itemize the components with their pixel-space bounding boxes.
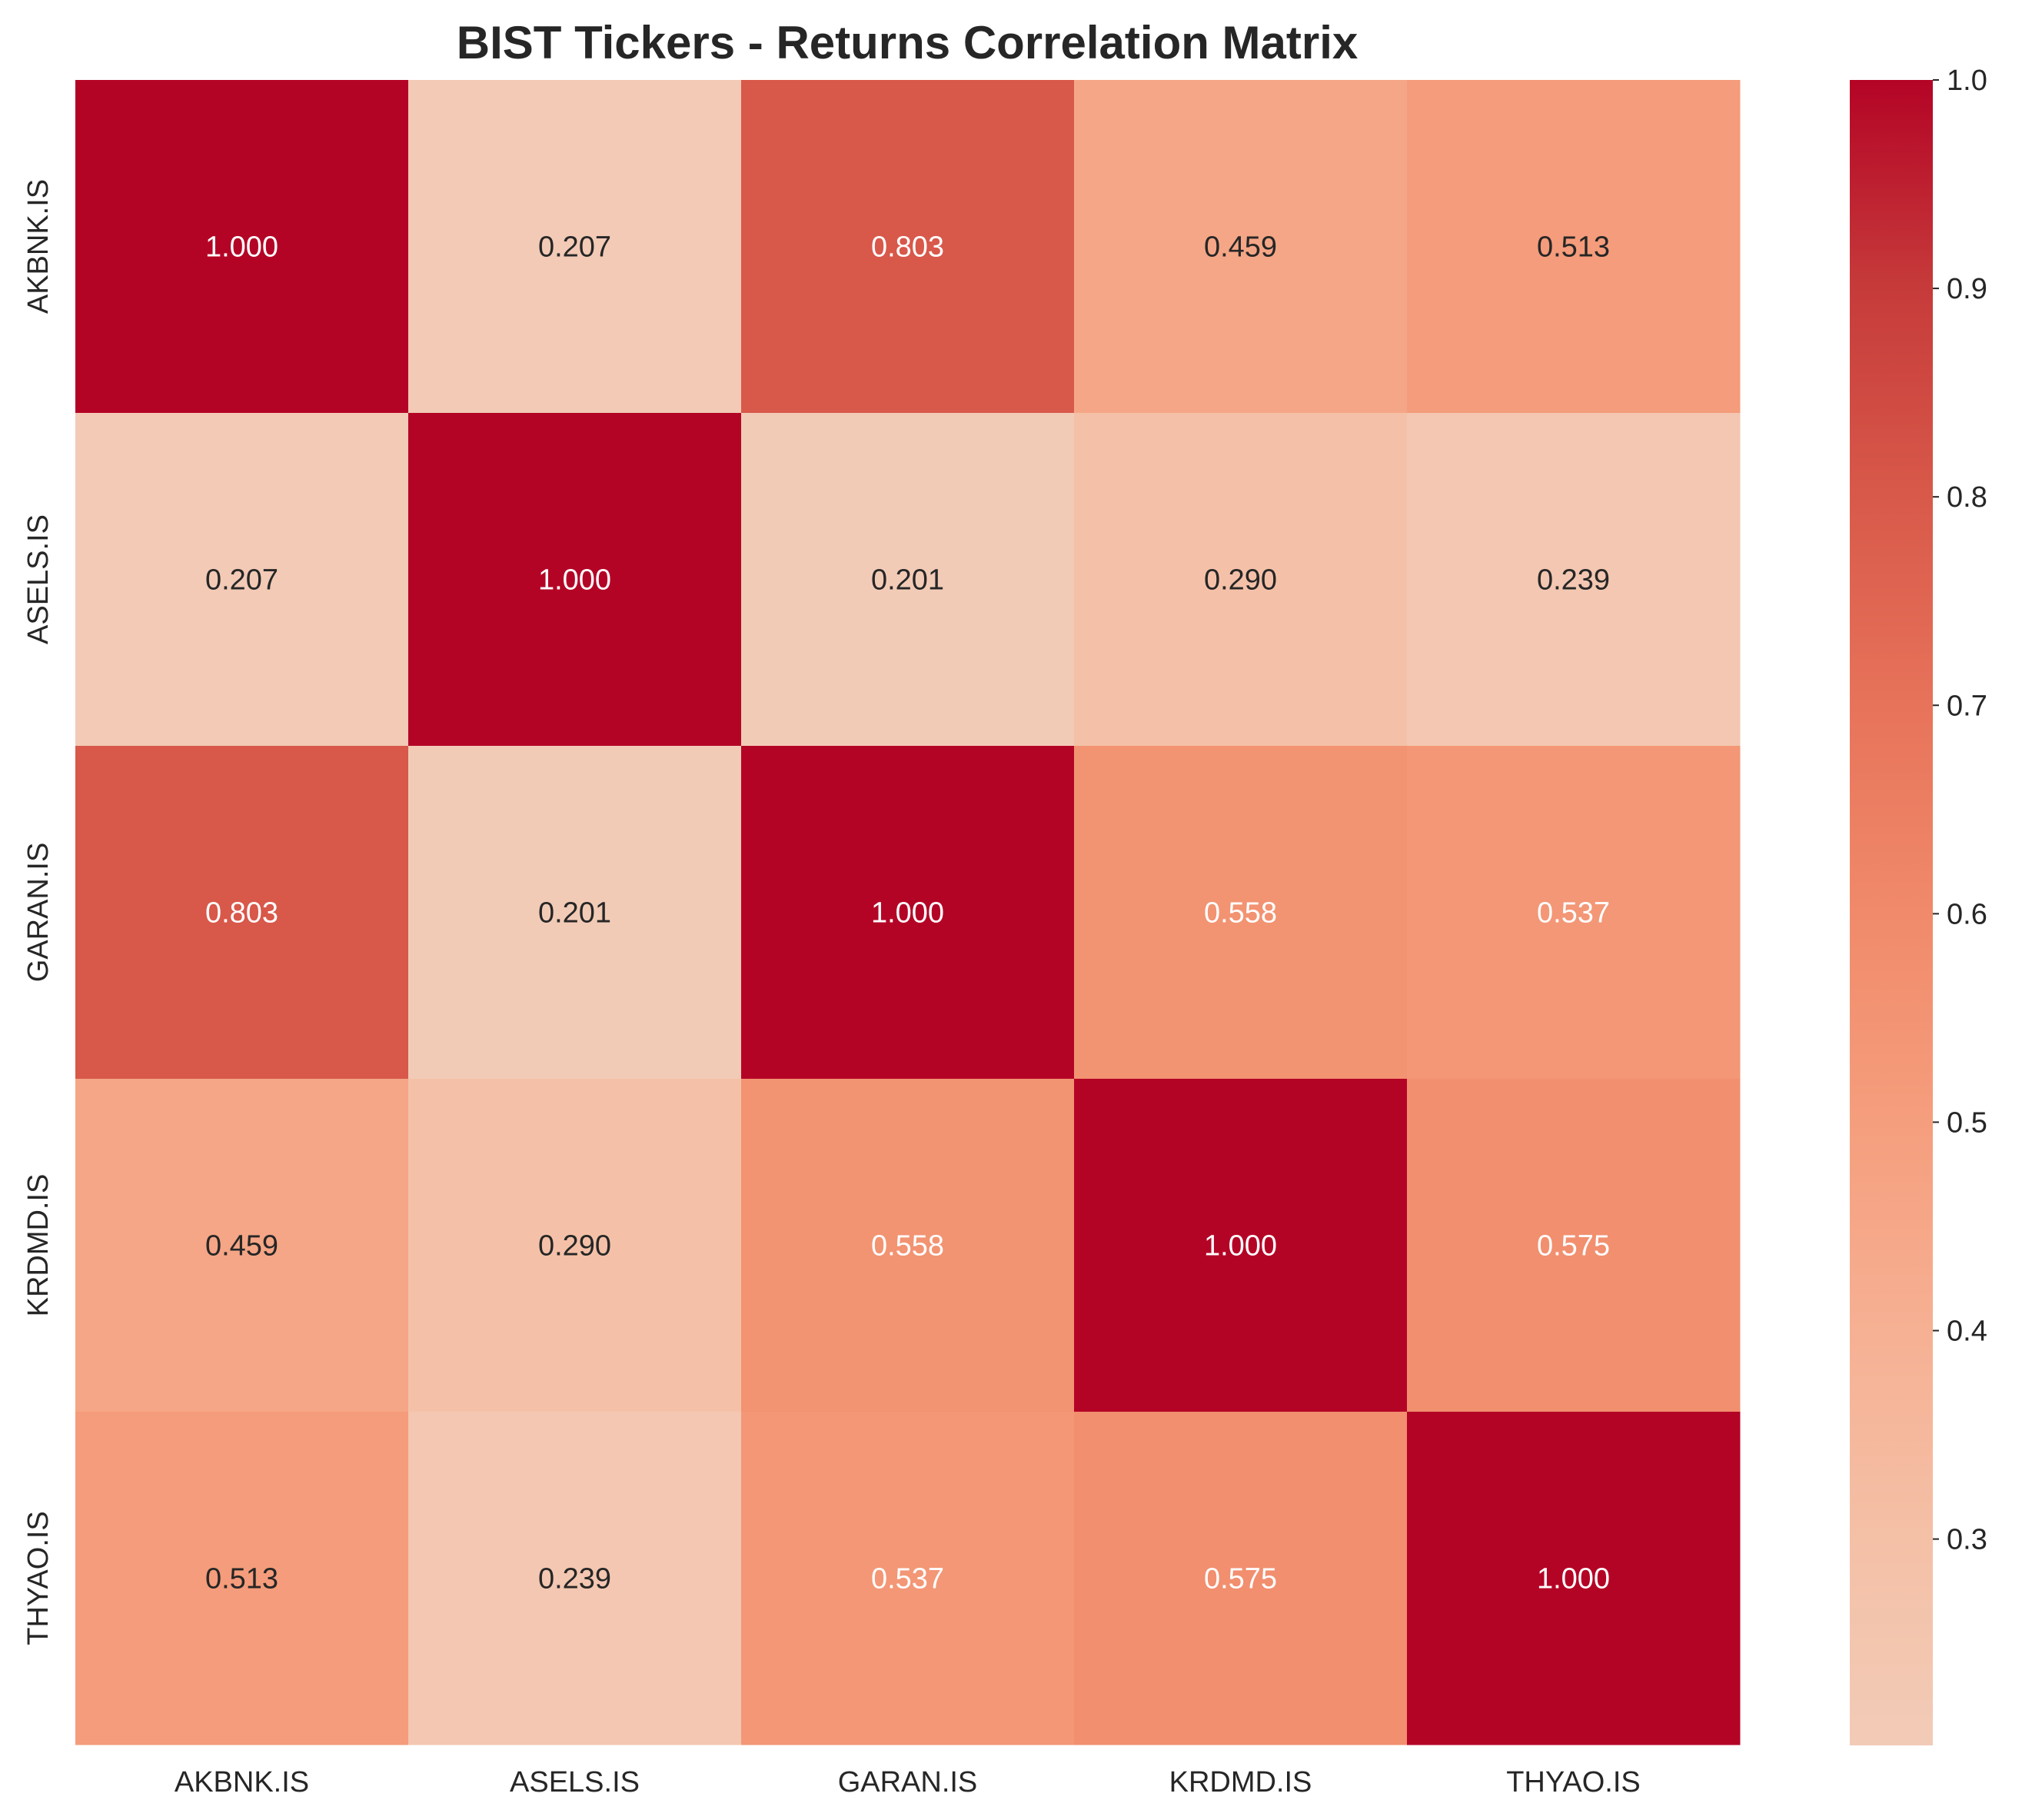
cell-value-label: 1.000 <box>1537 1563 1610 1595</box>
colorbar-tick-label: 0.3 <box>1947 1524 1987 1556</box>
colorbar-gradient <box>1850 80 1933 1745</box>
heatmap-cell <box>408 80 742 414</box>
cell-value-label: 0.513 <box>1537 231 1610 264</box>
heatmap-cell <box>1074 1412 1408 1745</box>
colorbar-tick-label: 0.4 <box>1947 1316 1987 1348</box>
heatmap-cell <box>75 413 409 747</box>
cell-value-label: 0.290 <box>538 1230 611 1263</box>
cell-value-label: 0.537 <box>871 1563 944 1595</box>
heatmap-cell <box>741 1079 1075 1412</box>
x-axis-tick-labels: AKBNK.IS ASELS.IS GARAN.IS KRDMD.IS THYAO.IS <box>175 1766 1641 1798</box>
heatmap-cell <box>408 413 742 747</box>
cell-value-label: 0.558 <box>871 1230 944 1263</box>
y-axis-tick-labels: AKBNK.IS ASELS.IS GARAN.IS KRDMD.IS THYAO.IS <box>22 179 55 1645</box>
y-tick-label: ASELS.IS <box>22 514 55 644</box>
cell-value-label: 0.207 <box>538 231 611 264</box>
heatmap-cell <box>1407 413 1741 747</box>
heatmap-cell <box>408 746 742 1080</box>
cell-value-label: 0.513 <box>205 1563 278 1595</box>
heatmap-cell <box>1074 80 1408 414</box>
heatmap-cell <box>408 1079 742 1412</box>
colorbar-tick-label: 0.5 <box>1947 1106 1987 1139</box>
cell-value-label: 1.000 <box>538 564 611 597</box>
y-tick-label: THYAO.IS <box>22 1511 55 1645</box>
cell-value-label: 0.201 <box>538 897 611 930</box>
x-tick-label: AKBNK.IS <box>175 1766 309 1798</box>
cell-value-label: 0.207 <box>205 564 278 597</box>
heatmap-cell <box>1407 1412 1741 1745</box>
cell-value-label: 1.000 <box>871 897 944 930</box>
cell-value-label: 0.803 <box>871 231 944 264</box>
cell-value-label: 0.201 <box>871 564 944 597</box>
heatmap-cells: 1.000 0.207 0.803 0.459 0.513 0.207 1.000 0.201… <box>75 80 1741 1745</box>
colorbar-tick-label: 0.9 <box>1947 273 1987 305</box>
cell-value-label: 0.239 <box>1537 564 1610 597</box>
cell-value-label: 0.575 <box>1204 1563 1277 1595</box>
cell-value-label: 0.803 <box>205 897 278 930</box>
colorbar-tick-label: 0.8 <box>1947 481 1987 514</box>
cell-value-label: 0.558 <box>1204 897 1277 930</box>
colorbar-tick-label: 1.0 <box>1947 65 1987 97</box>
heatmap-cell <box>1407 80 1741 414</box>
heatmap-cell <box>741 413 1075 747</box>
heatmap-cell <box>741 1412 1075 1745</box>
heatmap-cell <box>1074 413 1408 747</box>
cell-value-label: 0.459 <box>1204 231 1277 264</box>
colorbar-tick-label: 0.7 <box>1947 690 1987 722</box>
colorbar-ticks: 0.3 0.4 0.5 0.6 0.7 0.8 0.9 1.0 <box>1933 65 1987 1556</box>
x-tick-label: ASELS.IS <box>510 1766 640 1798</box>
y-tick-label: GARAN.IS <box>22 843 55 983</box>
cell-value-label: 0.459 <box>205 1230 278 1263</box>
cell-value-label: 0.239 <box>538 1563 611 1595</box>
heatmap-cell <box>1074 1079 1408 1412</box>
heatmap-cell <box>1074 746 1408 1080</box>
x-tick-label: GARAN.IS <box>838 1766 978 1798</box>
heatmap-cell <box>75 1412 409 1745</box>
heatmap-cell <box>75 80 409 414</box>
y-tick-label: KRDMD.IS <box>22 1174 55 1317</box>
x-tick-label: KRDMD.IS <box>1169 1766 1312 1798</box>
chart-title: BIST Tickers - Returns Correlation Matri… <box>457 17 1359 68</box>
cell-value-label: 0.290 <box>1204 564 1277 597</box>
colorbar-tick-label: 0.6 <box>1947 898 1987 930</box>
cell-value-label: 1.000 <box>1204 1230 1277 1263</box>
heatmap-cell <box>741 80 1075 414</box>
x-tick-label: THYAO.IS <box>1506 1766 1641 1798</box>
heatmap-cell <box>1407 1079 1741 1412</box>
cell-value-label: 0.537 <box>1537 897 1610 930</box>
heatmap-cell <box>1407 746 1741 1080</box>
colorbar: 0.3 0.4 0.5 0.6 0.7 0.8 0.9 1.0 <box>1850 65 1987 1745</box>
y-tick-label: AKBNK.IS <box>22 179 55 314</box>
heatmap-cell <box>75 1079 409 1412</box>
cell-value-label: 1.000 <box>205 231 278 264</box>
cell-value-label: 0.575 <box>1537 1230 1610 1263</box>
heatmap-cell <box>75 746 409 1080</box>
heatmap-cell <box>408 1412 742 1745</box>
heatmap-cell <box>741 746 1075 1080</box>
